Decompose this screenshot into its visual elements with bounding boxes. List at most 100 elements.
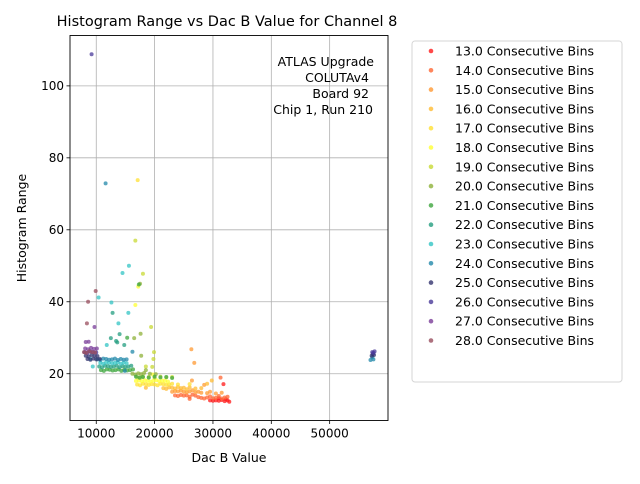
legend-marker xyxy=(428,338,434,343)
data-point xyxy=(150,364,155,369)
data-point xyxy=(116,321,121,326)
data-point xyxy=(208,389,213,394)
data-point xyxy=(184,387,189,392)
data-point xyxy=(122,342,127,347)
data-point xyxy=(151,356,156,361)
data-point xyxy=(126,310,131,315)
data-point xyxy=(133,238,138,243)
data-point xyxy=(190,388,195,393)
legend-label: 17.0 Consecutive Bins xyxy=(455,121,594,136)
data-point xyxy=(146,375,151,380)
plot-area: 10000 20000 30000 40000 50000 20 40 60 80 100 xyxy=(41,35,389,441)
data-point xyxy=(108,336,113,341)
annotation-line-4: Chip 1, Run 210 xyxy=(273,102,373,117)
legend-marker xyxy=(428,68,434,73)
data-point xyxy=(101,356,106,361)
series-2 xyxy=(173,375,230,401)
legend-label: 23.0 Consecutive Bins xyxy=(455,237,594,252)
data-point xyxy=(213,391,218,396)
data-point xyxy=(110,361,115,366)
x-axis-label: Dac B Value xyxy=(191,450,266,465)
legend-marker xyxy=(428,106,434,112)
data-point xyxy=(187,385,192,390)
legend-marker xyxy=(428,241,434,247)
data-point xyxy=(227,399,232,404)
data-point xyxy=(208,394,213,399)
data-point xyxy=(143,368,148,373)
legend-marker xyxy=(428,164,434,170)
data-point xyxy=(133,374,138,379)
series-6 xyxy=(133,284,171,384)
x-tick-label: 50000 xyxy=(311,427,349,441)
series-8 xyxy=(130,281,158,377)
data-point xyxy=(221,382,226,387)
data-point xyxy=(187,396,192,401)
legend-label: 14.0 Consecutive Bins xyxy=(455,63,594,78)
x-tick-label: 40000 xyxy=(252,427,290,441)
data-point xyxy=(131,367,136,372)
data-point xyxy=(104,342,109,347)
legend-label: 21.0 Consecutive Bins xyxy=(455,198,594,213)
data-point xyxy=(125,335,130,340)
data-point xyxy=(143,385,148,390)
data-point xyxy=(189,347,194,352)
data-point xyxy=(107,357,112,362)
legend-marker xyxy=(428,125,434,131)
data-point xyxy=(133,303,138,307)
data-point xyxy=(133,378,138,383)
data-point xyxy=(126,263,131,268)
y-axis-label: Histogram Range xyxy=(14,173,29,282)
data-point xyxy=(142,371,147,376)
data-point xyxy=(143,364,148,369)
data-point xyxy=(209,378,214,383)
data-point xyxy=(208,398,213,403)
data-point xyxy=(96,295,101,300)
data-point xyxy=(130,349,135,354)
annotation-line-1: ATLAS Upgrade xyxy=(278,54,375,69)
data-points xyxy=(82,52,377,404)
data-point xyxy=(225,394,230,399)
legend-marker xyxy=(428,203,434,208)
data-point xyxy=(124,357,129,362)
legend-label: 22.0 Consecutive Bins xyxy=(455,217,594,232)
data-point xyxy=(218,375,223,380)
legend: 13.0 Consecutive Bins 14.0 Consecutive Bi… xyxy=(411,40,623,383)
data-point xyxy=(138,331,143,336)
data-point xyxy=(213,395,218,400)
legend-marker xyxy=(428,145,434,150)
data-point xyxy=(109,300,114,305)
series-15 xyxy=(83,324,99,352)
legend-label: 13.0 Consecutive Bins xyxy=(455,44,594,59)
data-point xyxy=(368,358,373,363)
data-point xyxy=(149,324,154,329)
data-point xyxy=(164,374,169,379)
y-axis-ticks: 20 40 60 80 100 xyxy=(41,79,70,381)
data-point xyxy=(97,356,102,361)
data-point xyxy=(140,374,145,379)
data-point xyxy=(132,336,137,341)
series-5 xyxy=(135,178,192,388)
legend-label: 18.0 Consecutive Bins xyxy=(455,140,594,155)
data-point xyxy=(160,378,165,383)
data-point xyxy=(147,371,152,376)
x-tick-label: 20000 xyxy=(136,427,174,441)
data-point xyxy=(93,288,98,293)
y-tick-label: 60 xyxy=(49,223,64,237)
legend-marker xyxy=(428,261,434,266)
legend-label: 28.0 Consecutive Bins xyxy=(455,333,594,348)
data-point xyxy=(84,321,89,326)
data-point xyxy=(95,354,100,359)
legend-label: 27.0 Consecutive Bins xyxy=(455,314,594,329)
series-16 xyxy=(82,288,98,355)
data-point xyxy=(91,346,96,351)
data-point xyxy=(205,381,210,386)
legend-marker xyxy=(428,87,434,92)
data-point xyxy=(140,271,145,276)
series-10 xyxy=(97,310,134,370)
data-point xyxy=(136,282,141,287)
annotation-line-2: COLUTAv4 xyxy=(305,70,369,85)
data-point xyxy=(135,178,140,183)
data-point xyxy=(94,357,99,362)
y-tick-label: 20 xyxy=(49,367,64,381)
